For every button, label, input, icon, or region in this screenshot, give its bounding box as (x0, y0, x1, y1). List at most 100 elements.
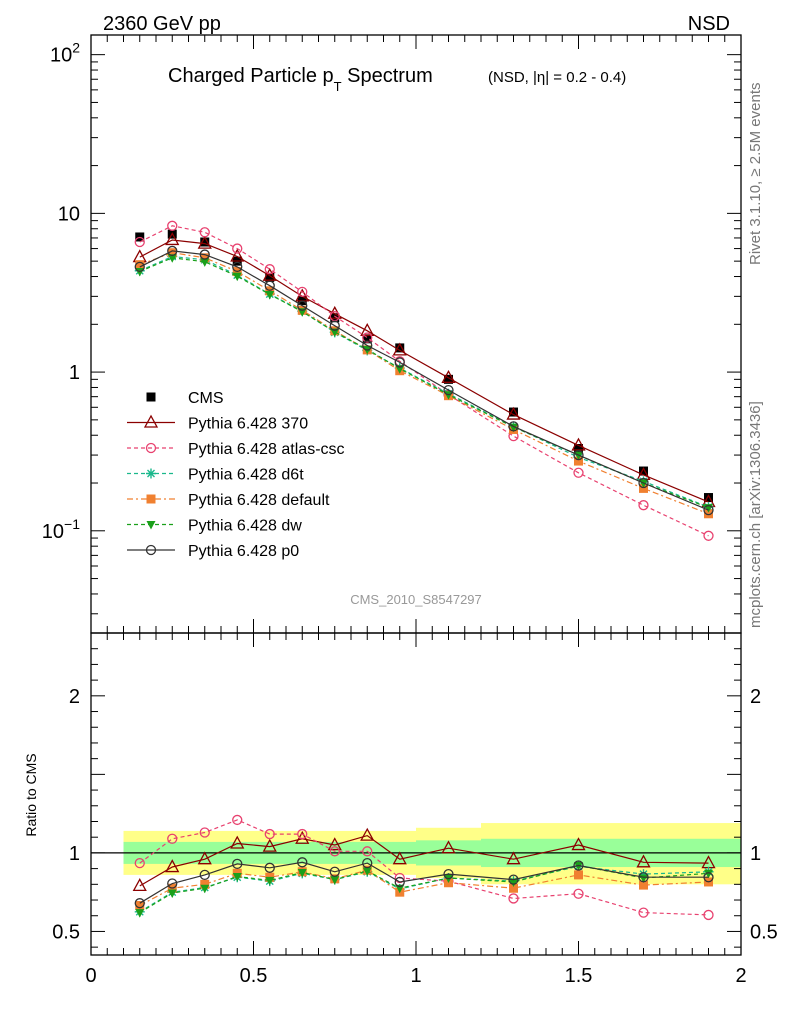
data-point (167, 248, 177, 258)
data-point (200, 237, 210, 247)
process-label: NSD (688, 13, 730, 35)
ratio-point (638, 869, 649, 880)
y-tick-label: 10 (58, 203, 80, 225)
ratio-point (360, 827, 375, 841)
data-point (264, 264, 275, 275)
data-point (200, 258, 210, 267)
ratio-point (297, 828, 308, 840)
ratio-point (134, 857, 145, 869)
ratio-y-tick-label-right: 0.5 (750, 921, 778, 943)
series-line (139, 250, 709, 511)
data-point (232, 243, 243, 254)
data-point (297, 286, 308, 298)
data-point (167, 245, 178, 257)
x-tick-label: 2 (735, 965, 746, 987)
data-point (135, 268, 145, 277)
ratio-point (639, 880, 648, 890)
ratio-line (139, 834, 709, 887)
ratio-point (265, 876, 275, 886)
ratio-point (197, 851, 212, 865)
chart-title: Charged Particle pT Spectrum (168, 65, 433, 94)
data-point (199, 227, 210, 238)
ratio-point (135, 909, 145, 918)
ratio-point (167, 833, 178, 844)
ratio-point (330, 876, 340, 885)
data-point (395, 343, 405, 353)
ratio-y-tick-label: 0.5 (52, 921, 80, 943)
data-point (509, 407, 518, 417)
data-point (639, 483, 648, 493)
data-point (132, 249, 147, 263)
data-point (441, 369, 456, 383)
legend-label: Pythia 6.428 370 (188, 416, 308, 433)
data-point (330, 328, 340, 337)
legend-item: Pythia 6.428 default (127, 492, 330, 509)
data-point (200, 253, 210, 263)
data-point (167, 220, 178, 231)
ratio-point (506, 851, 521, 865)
ratio-point (704, 869, 713, 879)
legend-item: Pythia 6.428 atlas-csc (127, 441, 345, 458)
ratio-point (232, 814, 243, 826)
ratio-point (199, 827, 210, 838)
ratio-point (200, 879, 210, 889)
ratio-series-pythia-6-428-p0 (134, 857, 714, 909)
ratio-y-tick-label: 2 (69, 686, 80, 708)
data-point (639, 466, 648, 476)
data-point (165, 232, 180, 246)
ratio-point (573, 860, 584, 871)
data-point (199, 249, 210, 260)
legend-item: CMS (146, 390, 224, 407)
x-tick-label: 0 (85, 965, 96, 987)
series-pythia-6-428-370 (132, 232, 716, 508)
data-point (638, 477, 649, 489)
ratio-point (574, 870, 583, 880)
ratio-point (327, 837, 342, 851)
ratio-point (703, 909, 714, 921)
legend-marker (146, 468, 156, 479)
ratio-point (638, 907, 649, 918)
legend-marker (145, 544, 157, 556)
data-point (573, 467, 584, 478)
main-panel: 102 10 1 10−1 (42, 34, 742, 634)
series-line (139, 255, 709, 508)
ratio-ylabel: Ratio to CMS (23, 753, 39, 836)
data-point (135, 260, 145, 270)
ratio-y-tick-label-right: 1 (750, 843, 761, 865)
data-point (392, 342, 407, 356)
ratio-point (574, 861, 583, 871)
ratio-point (329, 866, 340, 877)
ratio-point (362, 857, 373, 869)
legend-label: Pythia 6.428 d6t (188, 467, 304, 484)
ratio-point (509, 878, 518, 887)
ratio-line (139, 869, 709, 907)
legend-label: CMS (188, 390, 224, 407)
ratio-point (392, 851, 407, 865)
data-point (573, 449, 584, 461)
ratio-point (232, 858, 243, 870)
ratio-point (636, 854, 651, 868)
legend-label: Pythia 6.428 default (188, 492, 330, 509)
data-point (265, 272, 275, 282)
data-point (297, 308, 307, 317)
ratio-y-tick-label-right: 2 (750, 686, 761, 708)
y-tick-label: 102 (50, 40, 80, 67)
ratio-point (571, 837, 586, 851)
data-point (395, 365, 405, 374)
ratio-point (230, 835, 245, 849)
data-point (232, 272, 242, 282)
data-point (197, 235, 212, 249)
ratio-point (362, 867, 372, 876)
series-pythia-6-428-p0 (134, 245, 714, 516)
data-point (297, 300, 308, 311)
ratio-line (139, 865, 709, 913)
ratio-line (139, 861, 709, 904)
ratio-point (297, 869, 307, 878)
ratio-point (509, 883, 518, 893)
legend-marker (143, 414, 159, 428)
legend-label: Pythia 6.428 dw (188, 518, 302, 535)
y-tick-label: 1 (69, 362, 80, 384)
ratio-point (165, 859, 180, 873)
legend-item: Pythia 6.428 d6t (127, 467, 304, 484)
